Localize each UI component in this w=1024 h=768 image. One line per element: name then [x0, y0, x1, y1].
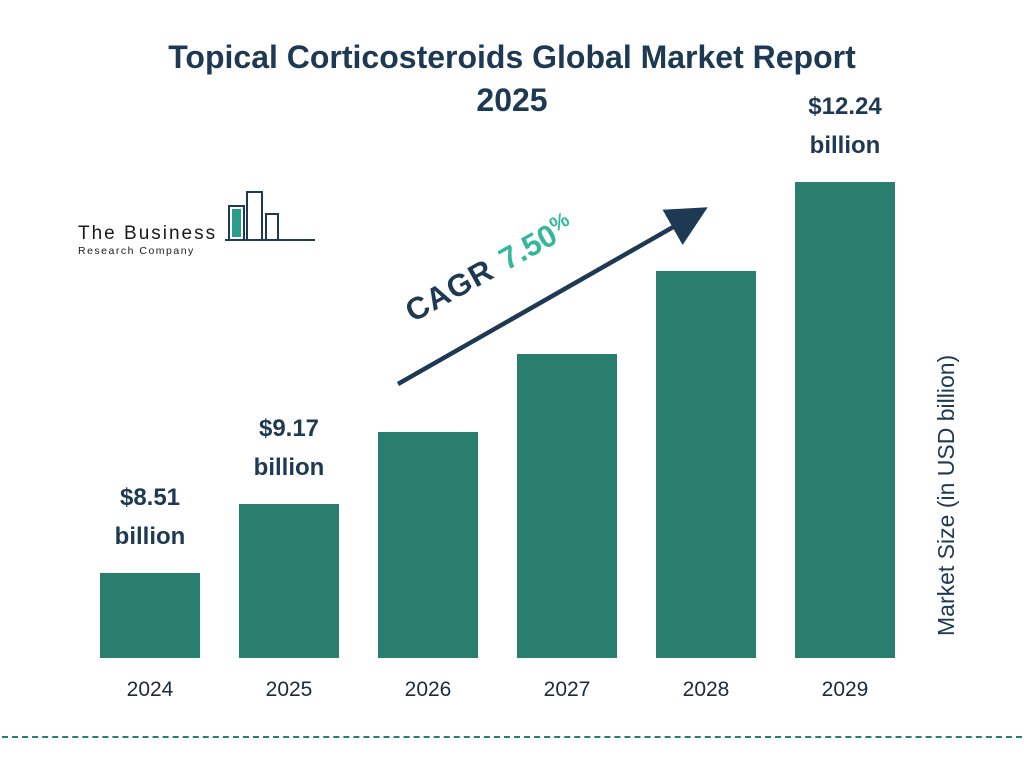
bar-2029: [795, 182, 895, 658]
x-axis-label-2026: 2026: [404, 678, 452, 701]
bar-value-label-2025: $9.17 billion: [253, 414, 325, 482]
logo-name: The Business: [78, 223, 218, 244]
bar-group-2029: $12.24 billion 2029: [795, 87, 895, 702]
bar-group-2025: $9.17 billion 2025: [239, 409, 339, 702]
bar-2025: [239, 504, 339, 658]
x-axis-label-2028: 2028: [682, 678, 730, 701]
bar-value-label-2029: $12.24 billion: [808, 92, 882, 160]
page-title: Topical Corticosteroids Global Market Re…: [0, 36, 1024, 122]
x-axis-label-2029: 2029: [821, 678, 869, 701]
logo-text: The Business Research Company: [78, 223, 217, 257]
bar-group-2026: 2026: [378, 432, 478, 702]
bars: $8.51 billion 2024 $9.17 billion 2025 2026 2027…: [100, 87, 895, 702]
bar-2024: [100, 573, 200, 658]
logo-subname: Research Company: [78, 245, 195, 257]
bar-2028: [656, 271, 756, 658]
bar-chart-logo-icon: [225, 190, 317, 257]
y-axis-label: Market Size (in USD billion): [933, 354, 959, 636]
x-axis-label-2025: 2025: [265, 678, 313, 701]
bar-group-2027: 2027: [517, 354, 617, 702]
bar-value-label-2024: $8.51 billion: [114, 483, 186, 551]
x-axis-label-2027: 2027: [543, 678, 591, 701]
bar-2026: [378, 432, 478, 658]
title-line2: 2025: [476, 82, 548, 119]
bar-group-2028: 2028: [656, 271, 756, 702]
title-line1: Topical Corticosteroids Global Market Re…: [168, 39, 856, 75]
x-axis-label-2024: 2024: [126, 678, 174, 701]
bar-group-2024: $8.51 billion 2024: [100, 478, 200, 702]
bar-2027: [517, 354, 617, 658]
bottom-divider: [2, 736, 1022, 738]
logo: The Business Research Company: [78, 190, 317, 257]
